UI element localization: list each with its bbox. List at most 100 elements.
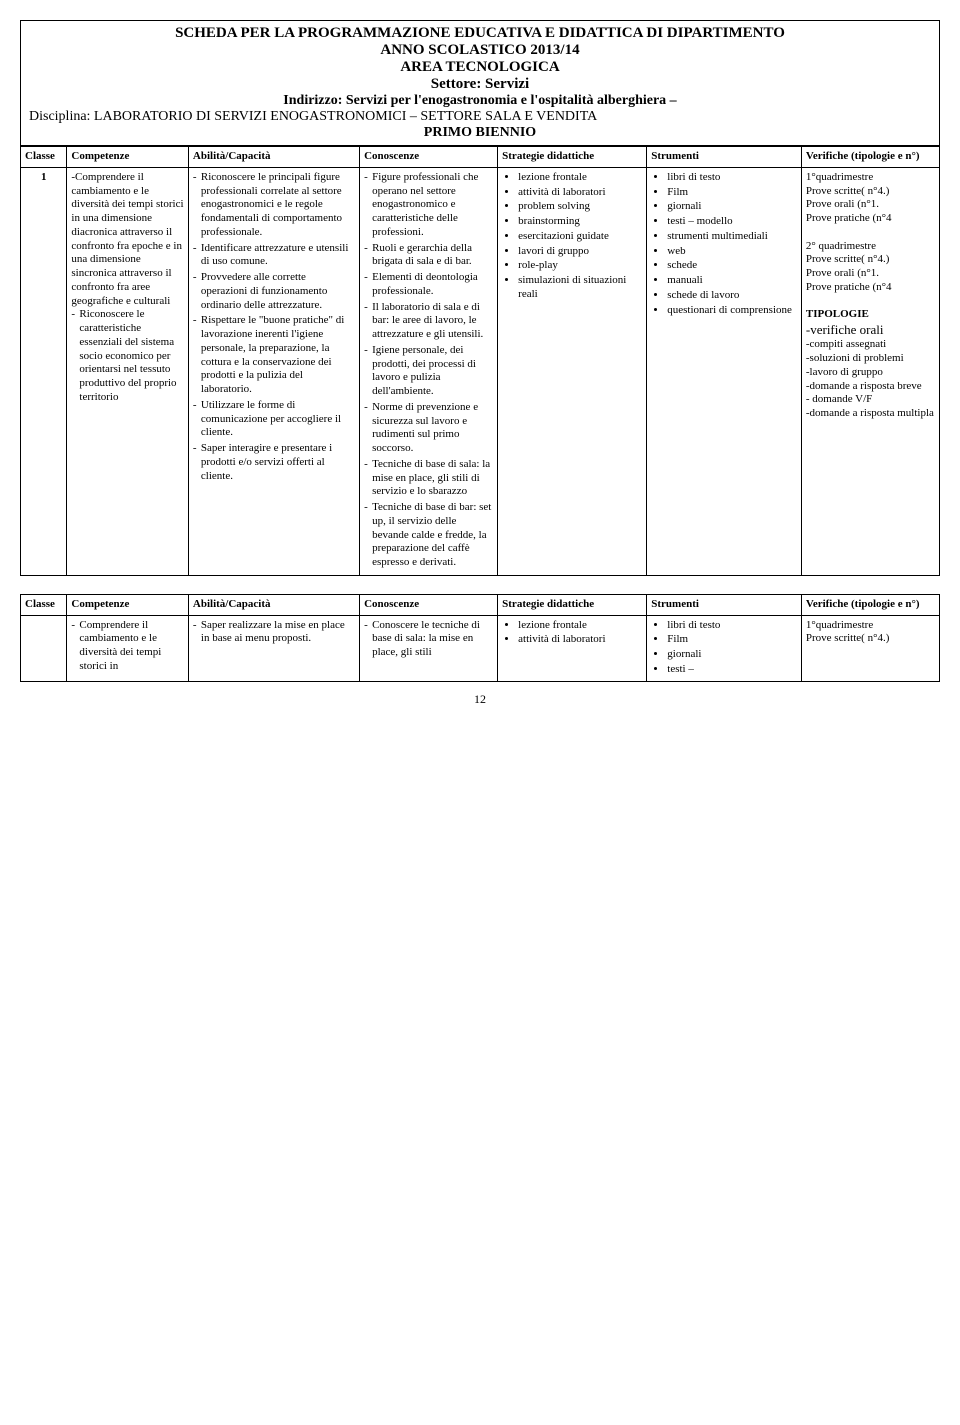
comp-item: -Comprendere il cambiamento e le diversi… — [71, 171, 184, 309]
ver-line: Prove pratiche (n°4 — [806, 281, 935, 295]
tip-item: - domande V/F — [806, 393, 935, 407]
strum-item: schede di lavoro — [667, 289, 797, 303]
abil-item: Riconoscere le principali figure profess… — [193, 171, 355, 240]
col-strategie: Strategie didattiche — [498, 594, 647, 615]
cono-item: Igiene personale, dei prodotti, dei proc… — [364, 344, 493, 399]
strat-item: lavori di gruppo — [518, 245, 642, 259]
tip-item: -domande a risposta breve — [806, 380, 935, 394]
cono-item: Elementi di deontologia professionale. — [364, 271, 493, 299]
abil-item: Identificare attrezzature e utensili di … — [193, 242, 355, 270]
strat-item: esercitazioni guidate — [518, 230, 642, 244]
verifiche-cell: 1°quadrimestre Prove scritte( n°4.) Prov… — [801, 167, 939, 575]
ver-line: Prove scritte( n°4.) — [806, 253, 935, 267]
cono-item: Tecniche di base di sala: la mise en pla… — [364, 458, 493, 499]
abil-item: Saper realizzare la mise en place in bas… — [193, 619, 355, 647]
cono-item: Conoscere le tecniche di base di sala: l… — [364, 619, 493, 660]
table-row: Comprendere il cambiamento e le diversit… — [21, 615, 940, 681]
strum-item: schede — [667, 259, 797, 273]
ver-tip-title: TIPOLOGIE — [806, 308, 935, 322]
tip-item: -domande a risposta multipla — [806, 407, 935, 421]
abil-item: Provvedere alle corrette operazioni di f… — [193, 271, 355, 312]
col-strumenti: Strumenti — [647, 147, 802, 168]
col-classe: Classe — [21, 147, 67, 168]
strum-item: testi – — [667, 663, 797, 677]
col-strumenti: Strumenti — [647, 594, 802, 615]
tip-item: -soluzioni di problemi — [806, 352, 935, 366]
strum-item: Film — [667, 186, 797, 200]
col-verifiche: Verifiche (tipologie e n°) — [801, 147, 939, 168]
cono-item: Figure professionali che operano nel set… — [364, 171, 493, 240]
cono-item: Il laboratorio di sala e di bar: le aree… — [364, 301, 493, 342]
main-table: Classe Competenze Abilità/Capacità Conos… — [20, 146, 940, 576]
title-indirizzo: Indirizzo: Servizi per l'enogastronomia … — [283, 93, 676, 108]
col-competenze: Competenze — [67, 594, 189, 615]
abilita-cell: Riconoscere le principali figure profess… — [188, 167, 359, 575]
strat-item: brainstorming — [518, 215, 642, 229]
table-header-row: Classe Competenze Abilità/Capacità Conos… — [21, 594, 940, 615]
strat-item: role-play — [518, 259, 642, 273]
strumenti-cell: libri di testo Film giornali testi – mod… — [647, 167, 802, 575]
ver-q2-title: 2° quadrimestre — [806, 240, 935, 254]
ver-q1-title: 1°quadrimestre — [806, 171, 935, 185]
strum-item: libri di testo — [667, 619, 797, 633]
ver-line: Prove pratiche (n°4 — [806, 212, 935, 226]
ver-q1-title: 1°quadrimestre — [806, 619, 935, 633]
tip-item: -lavoro di gruppo — [806, 366, 935, 380]
classe-cell: 1 — [21, 167, 67, 575]
ver-line: Prove scritte( n°4.) — [806, 185, 935, 199]
strum-item: libri di testo — [667, 171, 797, 185]
abil-item: Utilizzare le forme di comunicazione per… — [193, 399, 355, 440]
strat-item: lezione frontale — [518, 619, 642, 633]
table-header-row: Classe Competenze Abilità/Capacità Conos… — [21, 147, 940, 168]
col-classe: Classe — [21, 594, 67, 615]
strum-item: strumenti multimediali — [667, 230, 797, 244]
strum-item: manuali — [667, 274, 797, 288]
ver-line: Prove orali (n°1. — [806, 198, 935, 212]
col-verifiche: Verifiche (tipologie e n°) — [801, 594, 939, 615]
abil-item: Saper interagire e presentare i prodotti… — [193, 442, 355, 483]
strategie-cell: lezione frontale attività di laboratori — [498, 615, 647, 681]
verifiche-cell: 1°quadrimestre Prove scritte( n°4.) — [801, 615, 939, 681]
col-conoscenze: Conoscenze — [360, 594, 498, 615]
title-settore: Settore: Servizi — [29, 76, 931, 93]
title-line3: AREA TECNOLOGICA — [29, 59, 931, 76]
strat-item: attività di laboratori — [518, 633, 642, 647]
classe-cell — [21, 615, 67, 681]
col-competenze: Competenze — [67, 147, 189, 168]
strumenti-cell: libri di testo Film giornali testi – — [647, 615, 802, 681]
conoscenze-cell: Figure professionali che operano nel set… — [360, 167, 498, 575]
strat-item: lezione frontale — [518, 171, 642, 185]
strum-item: Film — [667, 633, 797, 647]
strat-item: simulazioni di situazioni reali — [518, 274, 642, 302]
comp-item: Riconoscere le caratteristiche essenzial… — [71, 308, 184, 404]
cono-item: Ruoli e gerarchia della brigata di sala … — [364, 242, 493, 270]
col-abilita: Abilità/Capacità — [188, 147, 359, 168]
abil-item: Rispettare le "buone pratiche" di lavora… — [193, 314, 355, 397]
col-strategie: Strategie didattiche — [498, 147, 647, 168]
col-conoscenze: Conoscenze — [360, 147, 498, 168]
ver-line: Prove orali (n°1. — [806, 267, 935, 281]
abilita-cell: Saper realizzare la mise en place in bas… — [188, 615, 359, 681]
strat-item: problem solving — [518, 200, 642, 214]
competenze-cell: -Comprendere il cambiamento e le diversi… — [67, 167, 189, 575]
strum-item: questionari di comprensione — [667, 304, 797, 318]
title-line1: SCHEDA PER LA PROGRAMMAZIONE EDUCATIVA E… — [29, 25, 931, 42]
strum-item: giornali — [667, 648, 797, 662]
strum-item: testi – modello — [667, 215, 797, 229]
strat-item: attività di laboratori — [518, 186, 642, 200]
table-row: 1 -Comprendere il cambiamento e le diver… — [21, 167, 940, 575]
title-line2: ANNO SCOLASTICO 2013/14 — [29, 42, 931, 59]
second-table: Classe Competenze Abilità/Capacità Conos… — [20, 594, 940, 682]
tip-item: -compiti assegnati — [806, 338, 935, 352]
cono-item: Norme di prevenzione e sicurezza sul lav… — [364, 401, 493, 456]
strum-item: web — [667, 245, 797, 259]
strum-item: giornali — [667, 200, 797, 214]
page-number: 12 — [20, 692, 940, 707]
competenze-cell: Comprendere il cambiamento e le diversit… — [67, 615, 189, 681]
title-discipline: Disciplina: LABORATORIO DI SERVIZI ENOGA… — [29, 109, 931, 125]
comp-item: Comprendere il cambiamento e le diversit… — [71, 619, 184, 674]
conoscenze-cell: Conoscere le tecniche di base di sala: l… — [360, 615, 498, 681]
title-biennio: PRIMO BIENNIO — [29, 125, 931, 141]
header-box: SCHEDA PER LA PROGRAMMAZIONE EDUCATIVA E… — [20, 20, 940, 146]
tip-item: -verifiche orali — [806, 322, 935, 338]
